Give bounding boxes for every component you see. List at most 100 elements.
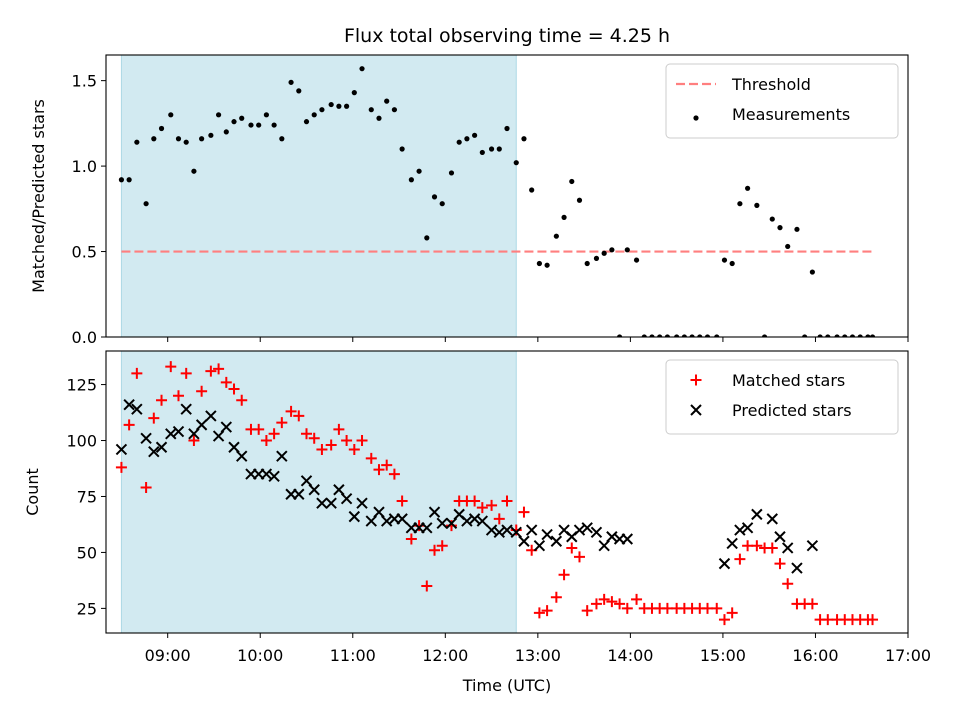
- matched-star-point: [751, 540, 763, 552]
- measurement-point: [248, 122, 254, 128]
- predicted-star-point: [421, 522, 433, 534]
- matched-star-point: [421, 580, 433, 592]
- measurement-point: [351, 90, 357, 96]
- count-axes-frame: [105, 350, 909, 634]
- measurement-point: [529, 187, 535, 193]
- ratio-y-axis-label: Matched/Predicted stars: [29, 99, 48, 293]
- matched-star-point: [661, 602, 673, 614]
- matched-star-point: [702, 602, 713, 614]
- matched-star-point: [590, 598, 602, 610]
- measurement-point: [158, 125, 165, 132]
- matched-star-point: [365, 452, 377, 464]
- ratio-legend: Threshold Measurements: [665, 63, 899, 139]
- measurement-point: [416, 168, 422, 174]
- measurement-point: [296, 88, 302, 94]
- matched-star-point: [533, 607, 545, 619]
- matched-star-point: [188, 435, 200, 447]
- matched-star-point: [436, 540, 448, 552]
- measurement-point: [223, 129, 229, 135]
- measurement-point: [609, 247, 615, 253]
- measurement-point: [231, 119, 237, 125]
- measurement-point: [288, 79, 294, 85]
- matched-star-point: [205, 365, 217, 377]
- measurement-point: [689, 334, 695, 337]
- measurement-point: [869, 334, 876, 337]
- predicted-star-point: [621, 533, 634, 545]
- matched-star-point: [510, 524, 522, 536]
- predicted-star-point: [573, 524, 586, 536]
- predicted-star-point: [356, 497, 368, 509]
- measurement-point: [336, 103, 342, 109]
- measurement-point: [842, 334, 848, 337]
- matched-star-point: [140, 482, 152, 494]
- predicted-star-point: [501, 524, 513, 536]
- predicted-star-point: [550, 535, 563, 547]
- predicted-star-point: [533, 540, 546, 552]
- matched-star-point: [115, 461, 127, 473]
- predicted-star-point: [606, 531, 618, 543]
- matched-star-point: [711, 602, 723, 614]
- predicted-star-point: [316, 497, 328, 509]
- predicted-star-point: [140, 432, 152, 444]
- matched-star-point: [325, 439, 337, 451]
- predicted-star-point: [476, 515, 489, 527]
- measurement-point: [714, 334, 720, 337]
- measurement-point: [664, 334, 670, 337]
- measurement-point: [143, 201, 149, 207]
- predicted-star-point: [148, 446, 160, 458]
- count-series-1: [115, 399, 819, 574]
- matched-star-point: [348, 443, 360, 455]
- matched-star-point: [165, 361, 177, 373]
- measurement-point: [633, 257, 640, 263]
- measurement-point: [754, 202, 760, 208]
- predicted-star-point: [541, 528, 553, 541]
- measurement-point: [344, 103, 350, 109]
- measurement-point: [649, 334, 655, 337]
- measurement-point: [704, 334, 711, 337]
- matched-star-point: [867, 614, 879, 626]
- measurement-point: [834, 334, 840, 337]
- ratio-y-tick-label: 1.5: [72, 72, 97, 91]
- predicted-star-point: [131, 403, 143, 415]
- measurement-point: [817, 334, 823, 337]
- measurement-point: [504, 125, 510, 132]
- x-tick-label: 17:00: [885, 646, 931, 665]
- x-tick-label: 15:00: [700, 646, 746, 665]
- matched-star-point: [268, 428, 280, 440]
- count-legend-box: [665, 359, 899, 435]
- chart-title: Flux total observing time = 4.25 h: [344, 25, 670, 47]
- x-tick-label: 11:00: [330, 646, 376, 665]
- matched-star-point: [333, 423, 345, 435]
- predicted-star-point: [180, 403, 192, 415]
- measurement-point: [424, 235, 430, 241]
- measurement-point: [359, 66, 365, 72]
- matched-star-point: [381, 459, 393, 471]
- matched-star-point: [131, 367, 143, 379]
- count-shaded-interval: [120, 350, 517, 634]
- matched-star-point: [429, 544, 441, 556]
- legend-label: Matched stars: [732, 371, 845, 390]
- matched-star-point: [734, 553, 746, 565]
- matched-star-point: [486, 499, 498, 511]
- count-y-tick-label: 100: [66, 432, 97, 451]
- matched-star-point: [822, 614, 834, 626]
- matched-star-point: [123, 419, 135, 431]
- measurement-point: [544, 262, 550, 268]
- measurement-point: [183, 139, 189, 145]
- predicted-star-point: [590, 526, 603, 538]
- measurement-point: [697, 334, 703, 337]
- measurement-point: [368, 107, 374, 113]
- measurement-point: [576, 197, 583, 203]
- ratio-panel: 0.0 0.5 1.0 1.5 Threshold Measurements: [72, 54, 909, 347]
- matched-star-point: [469, 495, 481, 507]
- matched-star-point: [806, 598, 818, 610]
- matched-star-point: [581, 605, 593, 617]
- legend-measurement-swatch: [693, 115, 699, 121]
- measurement-point: [239, 115, 245, 121]
- matched-star-point: [253, 423, 265, 435]
- measurement-point: [802, 334, 808, 337]
- measurement-point: [496, 146, 502, 152]
- measurement-point: [809, 269, 815, 275]
- measurement-point: [561, 214, 567, 220]
- predicted-star-point: [525, 524, 538, 536]
